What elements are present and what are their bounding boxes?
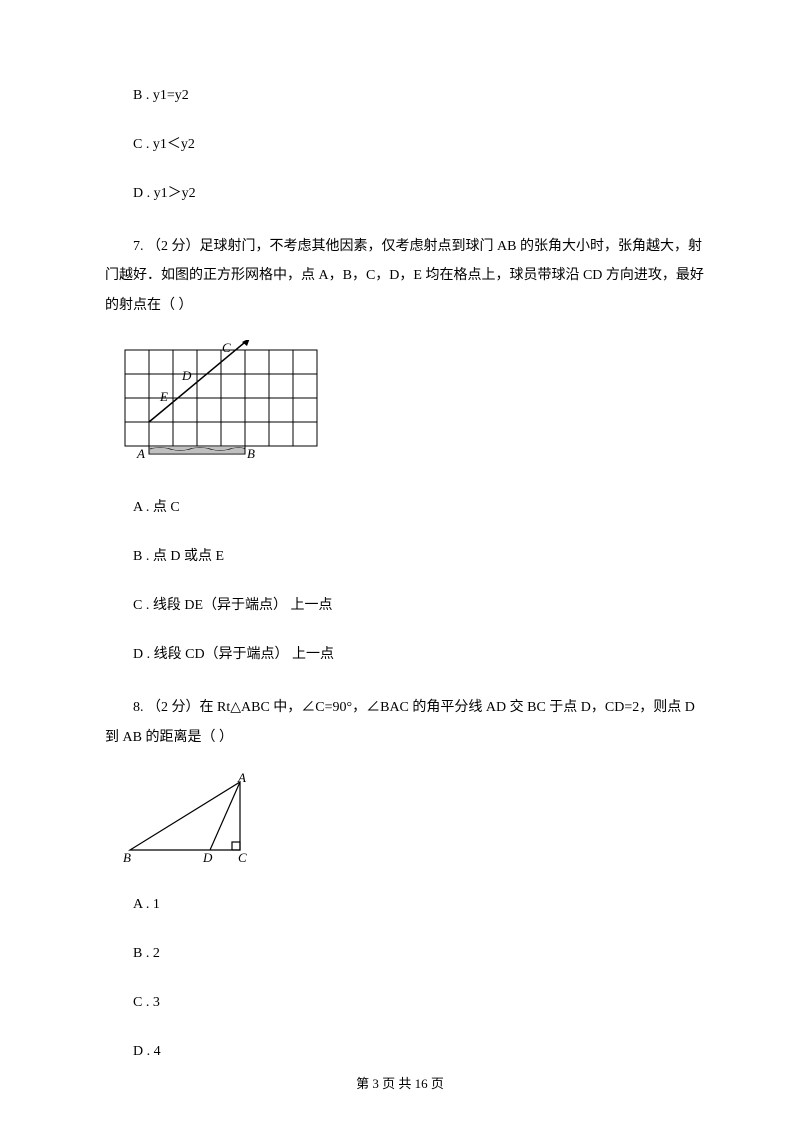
q6-option-d: D . y1＞y2 [105,183,705,204]
q7-option-a: A . 点 C [105,497,705,518]
q7-option-d: D . 线段 CD（异于端点） 上一点 [105,644,705,665]
svg-text:B: B [247,446,255,461]
q7-option-b: B . 点 D 或点 E [105,546,705,567]
q7-text: 7. （2 分）足球射门，不考虑其他因素，仅考虑射点到球门 AB 的张角大小时，… [105,232,705,320]
page-footer: 第 3 页 共 16 页 [0,1073,800,1092]
svg-text:A: A [237,772,246,785]
q8-figure: A B C D [120,772,705,874]
q8-option-b: B . 2 [105,943,705,964]
q8-option-d: D . 4 [105,1041,705,1062]
q7-option-c: C . 线段 DE（异于端点） 上一点 [105,595,705,616]
svg-text:E: E [159,389,168,404]
q6-option-c: C . y1＜y2 [105,134,705,155]
svg-text:C: C [222,340,231,355]
q8-option-a: A . 1 [105,894,705,915]
q8-option-c: C . 3 [105,992,705,1013]
svg-text:D: D [202,850,213,865]
svg-text:A: A [136,446,145,461]
q8-text: 8. （2 分）在 Rt△ABC 中，∠C=90°，∠BAC 的角平分线 AD … [105,693,705,752]
svg-text:D: D [181,368,192,383]
svg-text:C: C [238,850,247,865]
q7-figure: A B E D C [120,340,705,477]
svg-text:B: B [123,850,131,865]
q6-option-b: B . y1=y2 [105,85,705,106]
page-content: B . y1=y2 C . y1＜y2 D . y1＞y2 7. （2 分）足球… [0,0,800,1062]
